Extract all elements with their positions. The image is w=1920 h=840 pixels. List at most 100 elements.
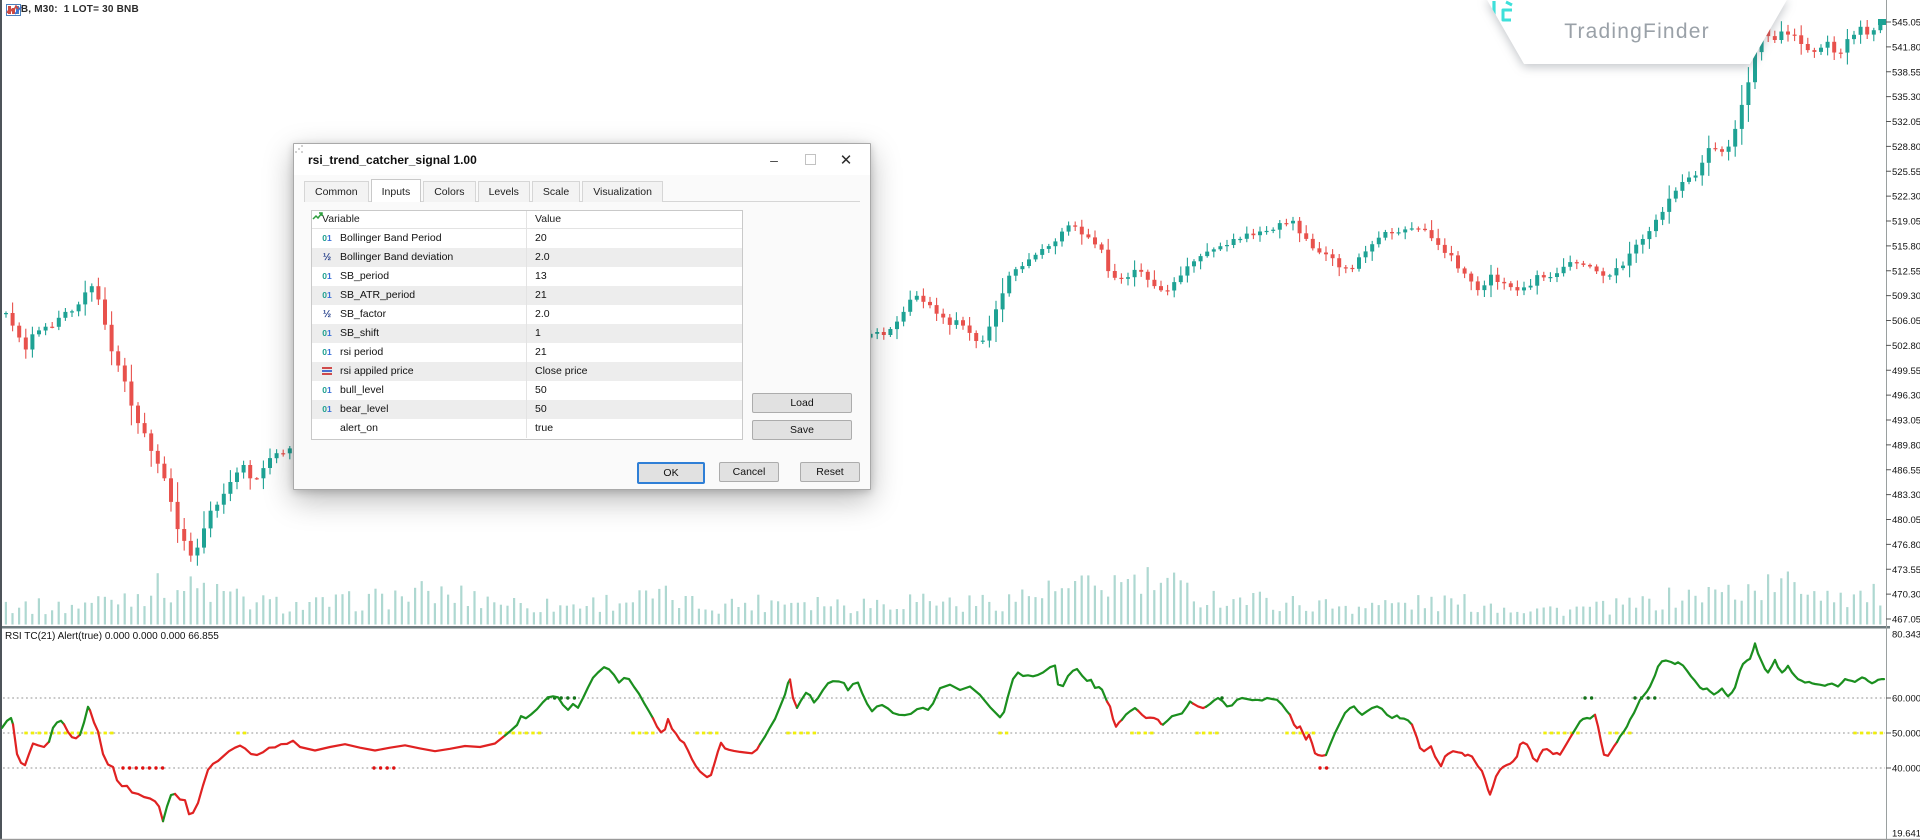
param-value[interactable]: 2.0 [535,308,550,320]
double-param-icon: ½ [322,252,332,263]
save-button[interactable]: Save [752,420,852,440]
param-name: SB_ATR_period [340,289,416,301]
param-name: SB_factor [340,308,387,320]
rsi-axis-label: 40.000 [1892,764,1920,775]
price-axis-label: 486.55 [1892,465,1920,476]
price-axis-label: 467.05 [1892,615,1920,626]
logo-text: TradingFinder [1564,20,1710,43]
price-axis-label: 509.30 [1892,291,1920,302]
price-axis-label: 506.05 [1892,316,1920,327]
param-value[interactable]: 20 [535,232,547,244]
rsi-line-segment [1191,702,1208,710]
param-row[interactable]: rsi appiled price Close price [312,362,742,381]
price-axis-label: 535.30 [1892,92,1920,103]
tab-levels[interactable]: Levels [477,181,530,202]
price-axis-label: 519.05 [1892,217,1920,228]
param-name: Bollinger Band deviation [340,251,454,263]
rsi-line-segment [1571,713,1597,735]
param-row[interactable]: 0 1 rsi period 21 [312,343,742,362]
param-value[interactable]: 1 [535,327,541,339]
param-name: alert_on [340,422,378,434]
tab-colors[interactable]: Colors [423,181,476,202]
minimize-button[interactable]: – [770,151,778,168]
param-value[interactable]: 50 [535,403,547,415]
rsi-axis-label: 19.641 [1892,829,1920,840]
price-axis-label: 538.55 [1892,67,1920,78]
resize-grip[interactable] [294,144,304,154]
close-icon[interactable]: ✕ [839,151,853,169]
rsi-line-segment [1136,709,1165,726]
rsi-line-segment [0,716,15,729]
param-row[interactable]: alert_on true [312,212,742,438]
load-button[interactable]: Load [752,393,852,413]
param-value[interactable]: 2.0 [535,251,550,263]
param-name: bear_level [340,403,389,415]
symbol-period-label: BNB, M30: 1 LOT= 30 BNB [6,4,139,15]
param-value[interactable]: 21 [535,289,547,301]
param-name: Bollinger Band Period [340,232,442,244]
symbol-bar: BNB, M30: 1 LOT= 30 BNB [6,4,139,16]
price-axis-label: 528.80 [1892,142,1920,153]
rsi-line-segment [1120,706,1140,721]
rsi-line-segment [503,666,655,737]
param-row[interactable]: 0 1 SB_ATR_period 21 [312,286,742,305]
reset-button[interactable]: Reset [800,462,860,482]
price-axis-label: 515.80 [1892,241,1920,252]
param-row[interactable]: 0 1 bear_level 50 [312,400,742,419]
logo-banner: TradingFinder [1486,0,1788,64]
column-header-value: Value [535,213,562,225]
param-value[interactable]: true [535,422,554,434]
rsi-line-segment [11,723,51,767]
tab-visualization[interactable]: Visualization [582,181,663,202]
param-row[interactable]: 0 1 bull_level 50 [312,381,742,400]
param-name: rsi appiled price [340,365,414,377]
param-row[interactable]: ½ SB_factor 2.0 [312,305,742,324]
rsi-line-segment [1410,723,1575,796]
price-axis-label: 476.80 [1892,540,1920,551]
param-value[interactable]: 50 [535,384,547,396]
param-value[interactable]: Close price [535,365,588,377]
rsi-line-segment [161,792,177,823]
cancel-button[interactable]: Cancel [719,462,779,482]
param-value[interactable]: 21 [535,346,547,358]
price-axis-label: 522.30 [1892,192,1920,203]
param-value[interactable]: 13 [535,270,547,282]
price-axis-label: 532.05 [1892,117,1920,128]
table-header: Variable Value [312,211,742,229]
price-axis-label: 483.30 [1892,490,1920,501]
param-row[interactable]: 0 1 SB_period 13 [312,267,742,286]
rsi-axis-label: 50.000 [1892,729,1920,740]
dialog-titlebar[interactable]: rsi_trend_catcher_signal 1.00 – ✕ [294,144,870,175]
tradingfinder-mark-icon [1486,0,1516,36]
price-axis-label: 470.30 [1892,590,1920,601]
tab-common[interactable]: Common [304,181,369,202]
price-axis-label: 525.55 [1892,167,1920,178]
rsi-line-segment [1593,713,1619,757]
rsi-axis-label: 60.000 [1892,694,1920,705]
tab-inputs[interactable]: Inputs [370,179,422,202]
tab-scale[interactable]: Scale [531,181,581,202]
rsi-line-segment [173,734,507,816]
price-axis-label: 493.05 [1892,416,1920,427]
price-axis-label: 480.05 [1892,515,1920,526]
rsi-line-segment [1615,642,1886,744]
dialog-tabs: Common Inputs Colors Levels Scale Visualizati… [304,177,860,202]
price-axis-label: 502.80 [1892,341,1920,352]
param-row[interactable]: 0 1 SB_shift 1 [312,324,742,343]
indicator-properties-dialog: rsi_trend_catcher_signal 1.00 – ✕ Common… [293,143,871,490]
param-name: SB_period [340,270,390,282]
price-axis-label: 496.30 [1892,391,1920,402]
ok-button[interactable]: OK [637,462,705,484]
param-row[interactable]: 0 1 Bollinger Band Period 20 [312,229,742,248]
rsi-line-segment [1288,713,1328,757]
rsi-line-segment [1161,700,1195,726]
param-row[interactable]: ½ Bollinger Band deviation 2.0 [312,248,742,267]
maximize-button[interactable] [792,144,828,175]
param-name: rsi period [340,346,384,358]
